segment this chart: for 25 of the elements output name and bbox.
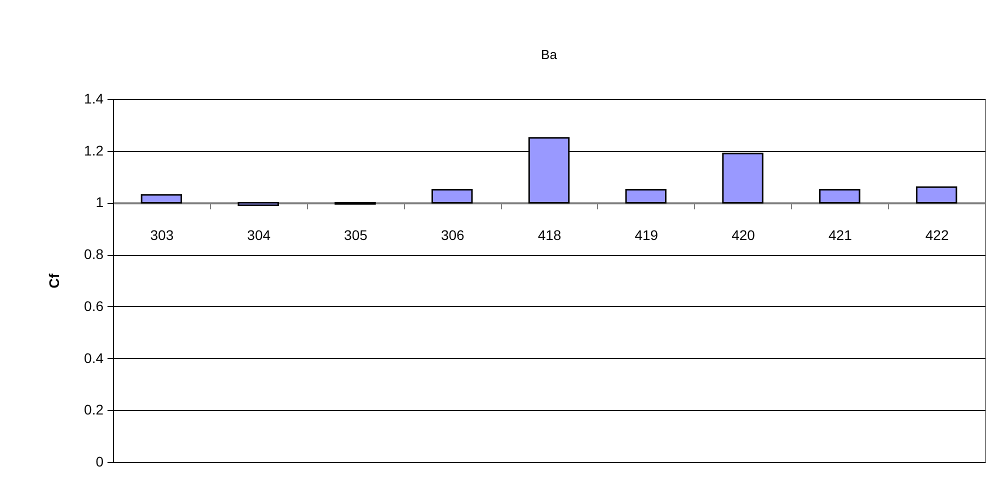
bar [819, 189, 860, 204]
x-tick-label: 418 [538, 227, 562, 244]
bar [140, 194, 182, 204]
x-tick-label: 421 [828, 227, 852, 244]
x-tick-label: 306 [440, 227, 465, 244]
y-tick-label: 0.8 [84, 246, 104, 262]
bar [916, 186, 958, 204]
bar [625, 189, 666, 204]
bar [238, 202, 279, 206]
y-tick-label: 0.6 [84, 298, 104, 314]
y-tick-label: 1.4 [84, 90, 104, 106]
x-tick-label: 305 [344, 227, 368, 244]
x-tick-label: 420 [732, 227, 756, 244]
x-tick-label: 419 [634, 227, 658, 244]
x-tick-label: 303 [150, 227, 174, 244]
bar [432, 189, 473, 204]
y-axis-title: Cf [46, 273, 62, 288]
chart-title: Ba [541, 47, 558, 62]
x-tick-label: 304 [247, 227, 271, 244]
y-tick-label: 1.2 [84, 142, 104, 158]
y-tick-label: 0.2 [84, 402, 104, 418]
y-tick-label: 0 [96, 454, 104, 470]
y-tick-label: 1 [96, 194, 104, 210]
x-tick-label: 422 [925, 227, 949, 244]
y-tick-label: 0.4 [84, 350, 104, 366]
